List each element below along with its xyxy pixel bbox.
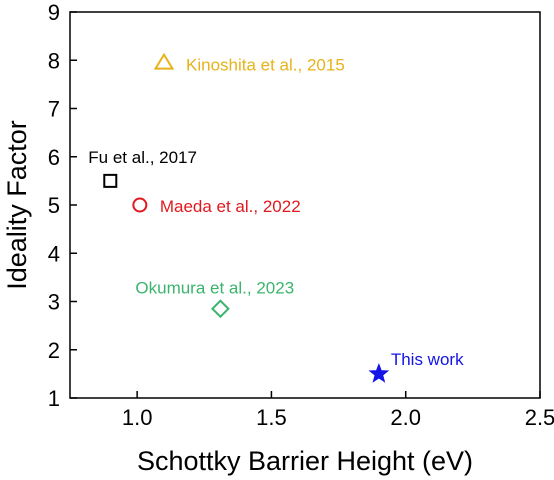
y-tick-label: 2	[48, 338, 60, 363]
x-tick-label: 1.0	[122, 405, 153, 430]
data-point	[103, 173, 118, 188]
y-tick-label: 6	[48, 145, 60, 170]
data-point	[153, 52, 175, 70]
data-point-label: Kinoshita et al., 2015	[186, 56, 345, 75]
y-tick-label: 1	[48, 386, 60, 411]
y-axis: 1 2 3 4 5 6 7 8 9	[48, 0, 77, 411]
x-tick-label: 2.0	[390, 405, 421, 430]
data-point-label: Fu et al., 2017	[88, 148, 197, 167]
y-tick-label: 3	[48, 290, 60, 315]
y-tick-label: 5	[48, 193, 60, 218]
data-point-label: This work	[391, 350, 464, 369]
y-tick-label: 8	[48, 48, 60, 73]
x-axis: 1.0 1.5 2.0 2.5	[122, 391, 554, 430]
x-tick-label: 1.5	[256, 405, 287, 430]
data-point-label: Okumura et al., 2023	[135, 279, 294, 298]
data-point	[368, 362, 390, 383]
data-point	[210, 299, 230, 319]
y-tick-label: 9	[48, 0, 60, 25]
y-tick-label: 7	[48, 97, 60, 122]
x-tick-label: 2.5	[525, 405, 554, 430]
data-point-label: Maeda et al., 2022	[160, 197, 301, 216]
data-points: Kinoshita et al., 2015 Fu et al., 2017 Mae…	[88, 52, 464, 383]
data-point	[132, 197, 148, 213]
y-axis-title: Ideality Factor	[2, 120, 32, 290]
x-axis-title: Schottky Barrier Height (eV)	[137, 446, 473, 476]
y-tick-label: 4	[48, 241, 60, 266]
